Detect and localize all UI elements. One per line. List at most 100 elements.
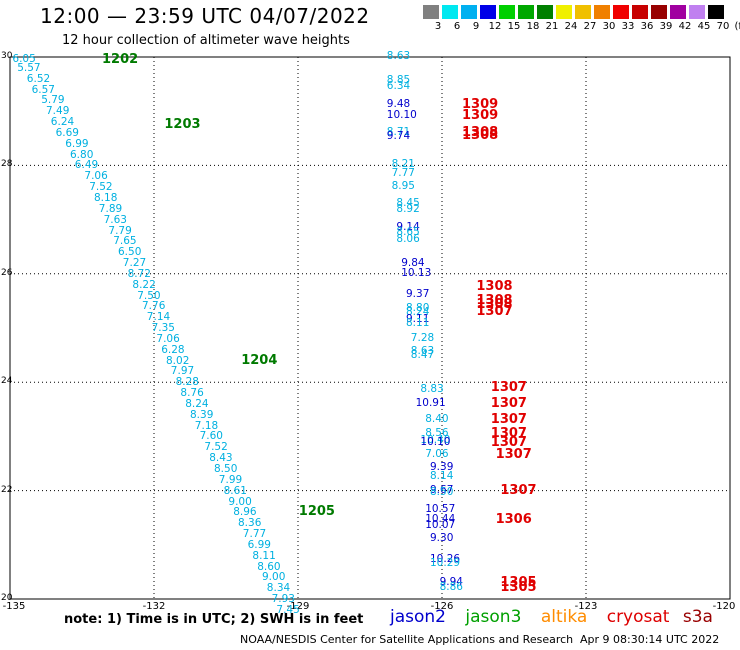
wave-height-label: 8.95 bbox=[391, 180, 415, 193]
wave-height-label: 7.97 bbox=[170, 365, 195, 378]
wave-height-label: 8.63 bbox=[410, 345, 435, 358]
colorbar-label: 24 bbox=[564, 21, 578, 32]
colorbar-swatch bbox=[518, 5, 534, 19]
wave-height-label: 10.26 bbox=[430, 552, 461, 565]
wave-height-label: 6.99 bbox=[65, 137, 89, 150]
wave-height-label: 8.22 bbox=[132, 278, 156, 291]
legend-cryosat: cryosat bbox=[606, 607, 670, 627]
wave-height-label: 8.83 bbox=[420, 383, 444, 396]
colorbar-label: (ft) bbox=[734, 21, 740, 32]
wave-height-label: 8.11 bbox=[406, 316, 430, 329]
wave-height-label: 7.76 bbox=[142, 300, 166, 313]
wave-height-label: 7.99 bbox=[218, 473, 243, 486]
wave-height-label: 9.39 bbox=[430, 460, 454, 473]
colorbar-swatch bbox=[689, 5, 705, 19]
colorbar-label: 45 bbox=[697, 21, 711, 32]
wave-height-label: 9.11 bbox=[406, 312, 430, 325]
wave-height-label: 8.47 bbox=[410, 349, 435, 362]
colorbar-swatch bbox=[594, 5, 610, 19]
colorbar-swatch bbox=[670, 5, 686, 19]
lon-tick-label: -135 bbox=[2, 601, 26, 612]
wave-height-label: 8.50 bbox=[214, 463, 238, 475]
lat-tick-label: 24 bbox=[1, 376, 13, 387]
legend-altika: altika bbox=[540, 607, 588, 627]
wave-height-label: 9.14 bbox=[396, 220, 420, 233]
colorbar-swatch bbox=[442, 5, 458, 19]
wave-height-label: 9.94 bbox=[439, 575, 463, 588]
wave-height-label: 7.63 bbox=[103, 213, 127, 226]
pass-time-label: 1308 bbox=[462, 127, 499, 143]
timestamp-text: Apr 9 08:30:14 UTC 2022 bbox=[580, 633, 720, 646]
wave-height-label: 8.61 bbox=[223, 484, 247, 497]
wave-height-label: 8.21 bbox=[391, 158, 415, 171]
wave-height-label: 7.52 bbox=[89, 181, 113, 194]
pass-time-label: 1205 bbox=[298, 504, 335, 520]
wave-height-label: 6.50 bbox=[118, 246, 142, 259]
wave-height-label: 10.07 bbox=[425, 518, 456, 531]
colorbar-swatch bbox=[461, 5, 477, 19]
wave-height-label: 8.43 bbox=[209, 452, 233, 465]
wave-height-label: 8.50 bbox=[430, 486, 454, 499]
pass-time-label: 1306 bbox=[495, 512, 532, 528]
pass-time-label: 1308 bbox=[462, 124, 499, 140]
colorbar-swatch bbox=[556, 5, 572, 19]
lat-tick-label: 30 bbox=[1, 51, 13, 61]
wave-height-label: 10.44 bbox=[425, 513, 456, 526]
colorbar-label: 70 bbox=[716, 21, 730, 32]
lon-tick-label: -120 bbox=[712, 601, 736, 612]
lat-tick-label: 22 bbox=[1, 484, 13, 495]
lon-tick-label: -126 bbox=[430, 601, 454, 612]
wave-height-label: 7.28 bbox=[410, 331, 435, 344]
wave-height-label: 7.14 bbox=[146, 311, 171, 324]
wave-height-label: 8.39 bbox=[190, 408, 214, 421]
colorbar-swatch bbox=[480, 5, 496, 19]
colorbar-label: 3 bbox=[434, 21, 442, 32]
wave-height-label: 8.18 bbox=[94, 192, 118, 204]
wave-height-label: 6.57 bbox=[31, 83, 55, 96]
colorbar-label: 18 bbox=[526, 21, 540, 32]
wave-height-label: 8.96 bbox=[233, 506, 257, 519]
wave-height-label: 7.27 bbox=[122, 257, 147, 270]
wave-height-label: 7.06 bbox=[156, 332, 180, 345]
wave-height-label: 8.76 bbox=[180, 387, 204, 400]
wave-height-label: 7.06 bbox=[425, 448, 449, 461]
pass-time-label: 1307 bbox=[490, 412, 527, 428]
wave-height-label: 5.79 bbox=[41, 94, 65, 107]
colorbar-label: 27 bbox=[583, 21, 597, 32]
colorbar-swatch bbox=[632, 5, 648, 19]
pass-time-label: 1308 bbox=[476, 296, 513, 312]
note-text: note: 1) Time is in UTC; 2) SWH is in fe… bbox=[64, 612, 364, 627]
pass-time-label: 1309 bbox=[462, 107, 499, 123]
colorbar-label: 21 bbox=[545, 21, 559, 32]
wave-height-label: 8.85 bbox=[386, 74, 411, 87]
wave-height-label: 5.57 bbox=[17, 61, 41, 74]
wave-height-label: 7.52 bbox=[204, 441, 228, 454]
wave-height-label: 8.56 bbox=[425, 426, 449, 439]
lon-tick-label: -129 bbox=[286, 601, 310, 612]
wave-height-label: 8.02 bbox=[166, 354, 190, 367]
wave-height-label: 7.65 bbox=[113, 235, 137, 248]
colorbar-label: 30 bbox=[602, 21, 616, 32]
wave-height-label: 8.28 bbox=[175, 376, 199, 389]
colorbar-swatch bbox=[651, 5, 667, 19]
pass-time-label: 1307 bbox=[476, 303, 513, 319]
wave-height-label: 10.13 bbox=[401, 266, 432, 279]
legend-jason3: jason3 bbox=[465, 607, 522, 627]
wave-height-label: 7.49 bbox=[46, 105, 70, 118]
wave-height-label: 7.93 bbox=[271, 593, 295, 606]
pass-time-label: 1307 bbox=[490, 379, 527, 395]
wave-height-label: 9.74 bbox=[386, 130, 411, 143]
colorbar-swatch bbox=[499, 5, 515, 19]
wave-height-label: 9.67 bbox=[430, 483, 454, 496]
credit-text: NOAA/NESDIS Center for Satellite Applica… bbox=[240, 633, 574, 646]
wave-height-label: 9.00 bbox=[262, 571, 286, 584]
legend-jason2: jason2 bbox=[390, 607, 446, 627]
wave-height-label: 10.57 bbox=[425, 502, 456, 515]
lat-tick-label: 26 bbox=[1, 267, 13, 278]
wave-height-label: 7.77 bbox=[242, 528, 267, 541]
legend-s3a: s3a bbox=[682, 607, 713, 627]
lat-tick-label: 28 bbox=[1, 159, 13, 170]
wave-height-label: 7.45 bbox=[276, 603, 300, 616]
wave-height-label: 8.86 bbox=[439, 581, 463, 594]
wave-height-label: 7.35 bbox=[151, 322, 175, 335]
